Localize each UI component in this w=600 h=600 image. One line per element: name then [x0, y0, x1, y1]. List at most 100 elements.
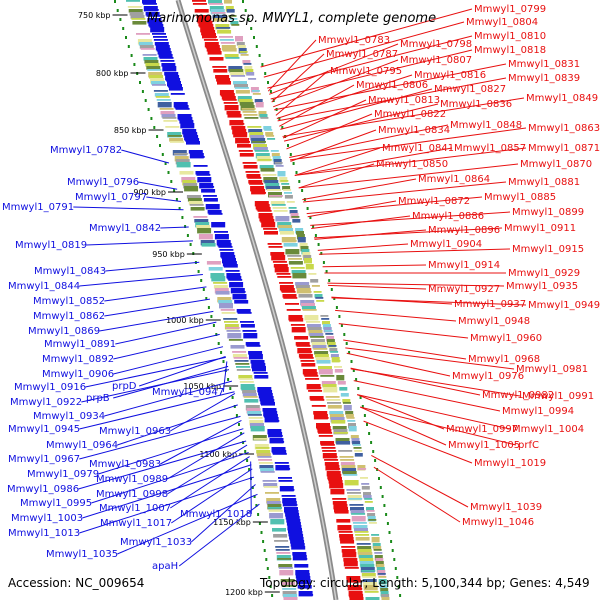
gene-label-left[interactable]: Mmwyl1_1018	[180, 509, 252, 520]
gene-label-right[interactable]: Mmwyl1_0935	[506, 281, 578, 292]
gene-label-left[interactable]: Mmwyl1_0947	[152, 387, 224, 398]
gene-label-right[interactable]: Mmwyl1_0997	[446, 424, 518, 435]
gene-label-right[interactable]: Mmwyl1_0871	[528, 143, 600, 154]
gene-label-left[interactable]: Mmwyl1_0797	[75, 192, 147, 203]
gene-label-left[interactable]: Mmwyl1_0967	[8, 454, 80, 465]
gene-label-right[interactable]: Mmwyl1_0816	[414, 70, 486, 81]
gene-label-right[interactable]: Mmwyl1_0899	[512, 207, 584, 218]
gene-label-left[interactable]: Mmwyl1_0892	[42, 354, 114, 365]
gene-label-right[interactable]: Mmwyl1_0960	[470, 333, 542, 344]
gene-label-left[interactable]: Mmwyl1_1007	[99, 503, 171, 514]
gene-label-right[interactable]: Mmwyl1_0783	[318, 35, 390, 46]
gene-label-right[interactable]: Mmwyl1_0787	[326, 49, 398, 60]
gene-label-right[interactable]: Mmwyl1_0981	[516, 364, 588, 375]
gene-label-left[interactable]: Mmwyl1_0964	[46, 440, 118, 451]
gene-label-right[interactable]: Mmwyl1_0991	[522, 391, 594, 402]
gene-label-right[interactable]: Mmwyl1_0849	[526, 93, 598, 104]
gene-label-left[interactable]: Mmwyl1_0782	[50, 145, 122, 156]
gene-label-left[interactable]: Mmwyl1_0843	[34, 266, 106, 277]
gene-label-right[interactable]: Mmwyl1_0976	[452, 371, 524, 382]
gene-label-right[interactable]: prfC	[518, 440, 539, 451]
gene-label-right[interactable]: Mmwyl1_0915	[512, 244, 584, 255]
gene-label-left[interactable]: Mmwyl1_0862	[33, 311, 105, 322]
gene-label-right[interactable]: Mmwyl1_0927	[428, 284, 500, 295]
gene-label-right[interactable]: Mmwyl1_0827	[434, 84, 506, 95]
gene-label-right[interactable]: Mmwyl1_0806	[356, 80, 428, 91]
gene-label-left[interactable]: Mmwyl1_0891	[44, 339, 116, 350]
gene-label-right[interactable]: Mmwyl1_1019	[474, 458, 546, 469]
gene-label-left[interactable]: Mmwyl1_0796	[67, 177, 139, 188]
gene-label-right[interactable]: Mmwyl1_0795	[330, 66, 402, 77]
gene-label-left[interactable]: Mmwyl1_0922	[10, 397, 82, 408]
gene-label-left[interactable]: Mmwyl1_1035	[46, 549, 118, 560]
gene-label-left[interactable]: Mmwyl1_0842	[89, 223, 161, 234]
gene-label-right[interactable]: Mmwyl1_0863	[528, 123, 600, 134]
gene-label-left[interactable]: Mmwyl1_0986	[7, 484, 79, 495]
gene-label-left[interactable]: Mmwyl1_0989	[96, 474, 168, 485]
gene-label-left[interactable]: Mmwyl1_0906	[42, 369, 114, 380]
gene-label-right[interactable]: Mmwyl1_0886	[412, 211, 484, 222]
gene-label-right[interactable]: Mmwyl1_0834	[378, 125, 450, 136]
gene-label-right[interactable]: Mmwyl1_0810	[474, 31, 546, 42]
gene-label-left[interactable]: Mmwyl1_1003	[11, 513, 83, 524]
gene-label-left[interactable]: Mmwyl1_0852	[33, 296, 105, 307]
gene-label-right[interactable]: Mmwyl1_0813	[368, 95, 440, 106]
gene-label-right[interactable]: Mmwyl1_0911	[504, 223, 576, 234]
gene-label-left[interactable]: Mmwyl1_1033	[120, 537, 192, 548]
feature-block	[190, 156, 205, 158]
tick-dot	[333, 297, 336, 300]
gene-label-left[interactable]: apaH	[152, 561, 178, 572]
gene-label-right[interactable]: Mmwyl1_0885	[484, 192, 556, 203]
gene-label-left[interactable]: Mmwyl1_0983	[89, 459, 161, 470]
gene-label-right[interactable]: Mmwyl1_0896	[428, 225, 500, 236]
gene-label-right[interactable]: Mmwyl1_0799	[474, 4, 546, 15]
gene-label-right[interactable]: Mmwyl1_0831	[508, 59, 580, 70]
gene-label-left[interactable]: Mmwyl1_0979	[27, 469, 99, 480]
gene-label-left[interactable]: Mmwyl1_0916	[14, 382, 86, 393]
gene-label-right[interactable]: Mmwyl1_0870	[520, 159, 592, 170]
gene-label-right[interactable]: Mmwyl1_0807	[400, 55, 472, 66]
gene-label-right[interactable]: Mmwyl1_0881	[508, 177, 580, 188]
gene-label-left[interactable]: Mmwyl1_0934	[33, 411, 105, 422]
gene-label-right[interactable]: Mmwyl1_0929	[508, 268, 580, 279]
gene-label-left[interactable]: prpD	[112, 381, 137, 392]
gene-label-left[interactable]: Mmwyl1_0819	[15, 240, 87, 251]
feature-block	[208, 0, 222, 4]
gene-label-right[interactable]: Mmwyl1_0914	[428, 260, 500, 271]
gene-label-right[interactable]: Mmwyl1_0841	[382, 143, 454, 154]
gene-label-right[interactable]: Mmwyl1_1005	[448, 440, 520, 451]
gene-label-left[interactable]: prpB	[86, 393, 110, 404]
feature-block	[267, 429, 282, 435]
gene-label-left[interactable]: Mmwyl1_0945	[8, 424, 80, 435]
gene-label-left[interactable]: Mmwyl1_1017	[100, 518, 172, 529]
gene-label-right[interactable]: Mmwyl1_0949	[528, 300, 600, 311]
gene-label-left[interactable]: Mmwyl1_0844	[8, 281, 80, 292]
gene-label-right[interactable]: Mmwyl1_0937	[454, 299, 526, 310]
gene-label-right[interactable]: Mmwyl1_0798	[400, 39, 472, 50]
gene-label-right[interactable]: Mmwyl1_0857	[454, 143, 526, 154]
gene-label-right[interactable]: Mmwyl1_0804	[466, 17, 538, 28]
gene-label-right[interactable]: Mmwyl1_1046	[462, 517, 534, 528]
gene-label-left[interactable]: Mmwyl1_0869	[28, 326, 100, 337]
gene-label-right[interactable]: Mmwyl1_0994	[502, 406, 574, 417]
gene-label-left[interactable]: Mmwyl1_0998	[96, 489, 168, 500]
gene-label-right[interactable]: Mmwyl1_0818	[474, 45, 546, 56]
gene-label-left[interactable]: Mmwyl1_0963	[99, 426, 171, 437]
gene-label-right[interactable]: Mmwyl1_0872	[398, 196, 470, 207]
gene-label-left[interactable]: Mmwyl1_0995	[20, 498, 92, 509]
gene-label-right[interactable]: Mmwyl1_0848	[450, 120, 522, 131]
gene-label-right[interactable]: Mmwyl1_0948	[458, 316, 530, 327]
gene-label-left[interactable]: Mmwyl1_0791	[2, 202, 74, 213]
gene-label-right[interactable]: Mmwyl1_0836	[440, 99, 512, 110]
gene-label-right[interactable]: Mmwyl1_0982	[482, 390, 554, 401]
gene-label-right[interactable]: Mmwyl1_0822	[374, 109, 446, 120]
gene-label-right[interactable]: Mmwyl1_1004	[512, 424, 584, 435]
gene-label-right[interactable]: Mmwyl1_0839	[508, 73, 580, 84]
gene-label-right[interactable]: Mmwyl1_0864	[418, 174, 490, 185]
gene-label-right[interactable]: Mmwyl1_0850	[376, 159, 448, 170]
feature-block	[263, 126, 272, 130]
gene-label-right[interactable]: Mmwyl1_1039	[470, 502, 542, 513]
gene-label-right[interactable]: Mmwyl1_0968	[468, 354, 540, 365]
gene-label-right[interactable]: Mmwyl1_0904	[410, 239, 482, 250]
gene-label-left[interactable]: Mmwyl1_1013	[8, 528, 80, 539]
